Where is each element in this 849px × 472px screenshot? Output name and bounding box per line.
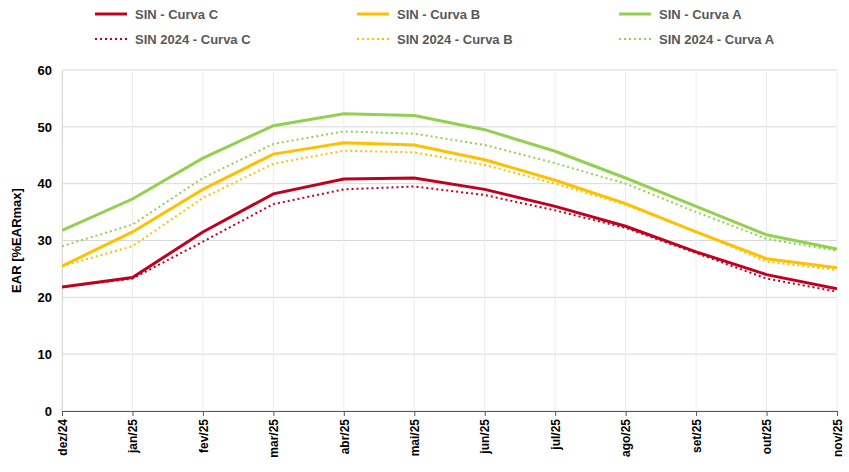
grid (62, 70, 837, 411)
x-tick: dez/24 (56, 411, 70, 456)
series-line (62, 143, 837, 268)
grid-line (132, 70, 133, 411)
grid-line (625, 70, 626, 411)
x-tick-label: jul/25 (549, 419, 563, 451)
x-tick: out/25 (760, 411, 774, 454)
y-tick-label: 10 (38, 347, 52, 362)
grid-line (62, 70, 63, 411)
x-tick-label: dez/24 (56, 419, 70, 456)
x-tick: mar/25 (267, 411, 281, 458)
legend-item: SIN 2024 - Curva B (357, 32, 513, 47)
x-tick: ago/25 (619, 411, 633, 457)
grid-line (343, 70, 344, 411)
x-tick: nov/25 (831, 411, 845, 457)
y-tick-label: 20 (38, 290, 52, 305)
y-tick: 0 (45, 404, 62, 419)
y-tick-label: 40 (38, 176, 52, 191)
y-tick: 50 (38, 119, 62, 134)
y-axis: 0 10 20 30 40 50 60 (38, 63, 63, 419)
x-tick-mark (767, 411, 768, 416)
grid-line (484, 70, 485, 411)
x-tick: mai/25 (408, 411, 422, 456)
x-axis-line (63, 412, 838, 417)
y-tick-label: 0 (45, 404, 52, 419)
x-tick-mark (626, 411, 627, 416)
x-tick-label: jun/25 (478, 419, 492, 455)
x-tick-mark (203, 411, 204, 416)
legend-swatch (357, 13, 389, 16)
x-tick-mark (555, 411, 556, 416)
x-tick-mark (273, 411, 274, 416)
x-tick: set/25 (690, 411, 704, 453)
x-tick-mark (485, 411, 486, 416)
legend: SIN - Curva C SIN - Curva B SIN - Curva A S… (95, 7, 775, 47)
legend-item: SIN - Curva B (357, 7, 480, 22)
x-tick-label: mai/25 (408, 419, 422, 457)
legend-item: SIN - Curva A (619, 7, 742, 22)
legend-item: SIN 2024 - Curva A (619, 32, 775, 47)
grid-line (62, 354, 837, 355)
grid-line (62, 70, 837, 71)
series-line (62, 151, 837, 270)
legend-label: SIN 2024 - Curva A (659, 32, 775, 47)
x-tick-mark (344, 411, 345, 416)
y-tick-label: 50 (38, 119, 52, 134)
grid-line (62, 297, 837, 298)
x-tick-label: set/25 (690, 419, 704, 453)
x-tick: jun/25 (478, 411, 492, 455)
x-tick-label: nov/25 (831, 419, 845, 457)
x-tick: jul/25 (549, 411, 563, 451)
series-line (62, 114, 837, 249)
series-line (62, 178, 837, 289)
x-tick-mark (414, 411, 415, 416)
x-tick-mark (62, 411, 63, 416)
legend-swatch (95, 38, 127, 40)
grid-line (273, 70, 274, 411)
y-tick: 60 (38, 63, 62, 78)
legend-label: SIN - Curva C (135, 7, 219, 22)
x-tick-label: mar/25 (267, 419, 281, 458)
series-line (62, 131, 837, 250)
chart: 0 10 20 30 40 50 60 dez/24 jan/25 fev/25 mar/25 abr… (0, 0, 849, 472)
x-tick-mark (837, 411, 838, 416)
plot-area: 0 10 20 30 40 50 60 dez/24 jan/25 fev/25 mar/25 abr… (38, 63, 845, 458)
legend-swatch (619, 38, 651, 40)
y-axis-title: EAR [%EARmax] (9, 188, 24, 293)
grid-line (766, 70, 767, 411)
x-tick: fev/25 (197, 411, 211, 453)
y-tick-label: 60 (38, 63, 52, 78)
legend-label: SIN - Curva A (659, 7, 742, 22)
grid-line (837, 70, 838, 411)
grid-line (555, 70, 556, 411)
x-tick: abr/25 (338, 411, 352, 454)
x-tick-mark (132, 411, 133, 416)
grid-line (696, 70, 697, 411)
x-tick-label: jan/25 (126, 419, 140, 454)
x-tick-label: ago/25 (619, 419, 633, 457)
x-axis: dez/24 jan/25 fev/25 mar/25 abr/25 mai/25 jun/… (56, 411, 845, 458)
legend-swatch (619, 13, 651, 16)
grid-line (414, 70, 415, 411)
legend-swatch (357, 38, 389, 40)
y-tick-label: 30 (38, 233, 52, 248)
x-tick: jan/25 (126, 411, 140, 454)
y-axis-line (62, 71, 63, 412)
series-lines (62, 114, 837, 292)
y-tick: 10 (38, 347, 62, 362)
series-line (62, 187, 837, 292)
legend-label: SIN 2024 - Curva C (135, 32, 251, 47)
y-tick: 20 (38, 290, 62, 305)
legend-item: SIN 2024 - Curva C (95, 32, 251, 47)
grid-line (62, 126, 837, 127)
x-tick-mark (696, 411, 697, 416)
legend-label: SIN 2024 - Curva B (397, 32, 513, 47)
x-tick-label: abr/25 (338, 419, 352, 455)
legend-label: SIN - Curva B (397, 7, 480, 22)
x-tick-label: out/25 (760, 419, 774, 455)
x-tick-label: fev/25 (197, 419, 211, 453)
legend-item: SIN - Curva C (95, 7, 219, 22)
y-tick: 30 (38, 233, 62, 248)
y-tick: 40 (38, 176, 62, 191)
legend-swatch (95, 13, 127, 16)
